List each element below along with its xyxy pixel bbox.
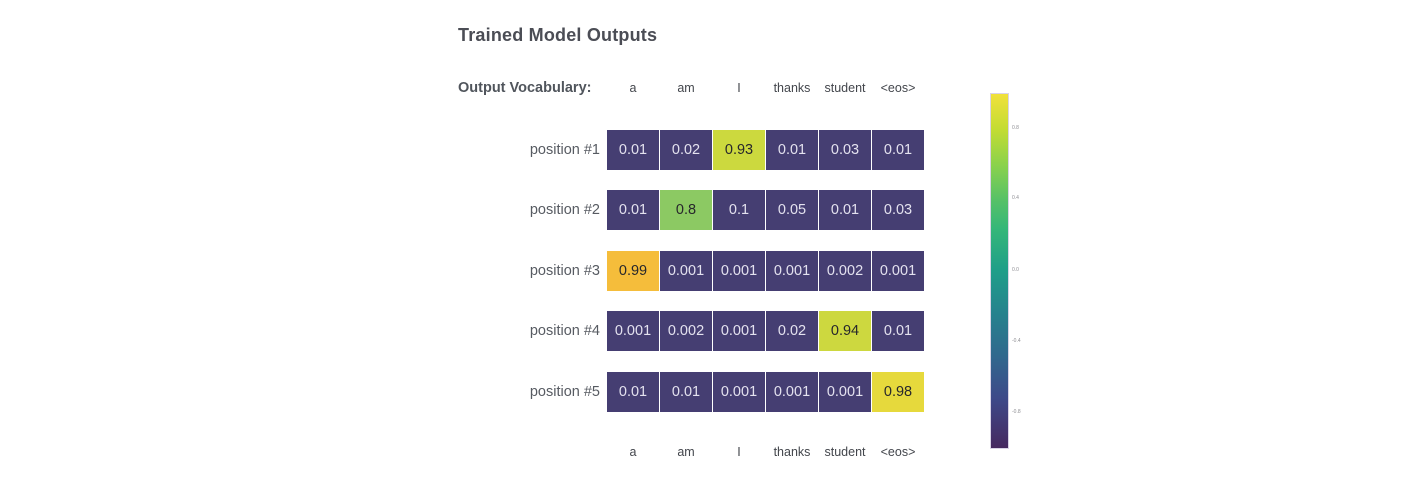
heatmap-row-3: 0.99 0.001 0.001 0.001 0.002 0.001 — [607, 251, 924, 291]
heatmap-cell-highlight: 0.94 — [819, 311, 871, 351]
viridis-colorbar — [990, 93, 1009, 449]
column-header-eos: <eos> — [880, 81, 916, 95]
x-axis-label-a: a — [629, 445, 637, 459]
heatmap-cell: 0.001 — [766, 251, 818, 291]
x-axis-label-i: I — [737, 445, 741, 459]
heatmap-row-4: 0.001 0.002 0.001 0.02 0.94 0.01 — [607, 311, 924, 351]
row-label-position-2: position #2 — [529, 202, 600, 218]
heatmap-cell: 0.001 — [872, 251, 924, 291]
output-vocabulary-label: Output Vocabulary: — [458, 80, 592, 96]
heatmap-cell: 0.001 — [713, 311, 765, 351]
x-axis-label-eos: <eos> — [880, 445, 916, 459]
heatmap-cell: 0.001 — [660, 251, 712, 291]
x-axis-label-student: student — [824, 445, 866, 459]
x-axis-label-thanks: thanks — [773, 445, 811, 459]
heatmap-cell: 0.01 — [660, 372, 712, 412]
column-header-student: student — [824, 81, 866, 95]
heatmap-row-2: 0.01 0.8 0.1 0.05 0.01 0.03 — [607, 190, 924, 230]
page-title: Trained Model Outputs — [458, 25, 658, 45]
x-axis-label-am: am — [677, 445, 695, 459]
heatmap-cell: 0.03 — [819, 130, 871, 170]
row-label-position-5: position #5 — [529, 384, 600, 400]
colorbar-tick: 0.0 — [1012, 267, 1019, 273]
heatmap-row-5: 0.01 0.01 0.001 0.001 0.001 0.98 — [607, 372, 924, 412]
heatmap-cell: 0.01 — [607, 130, 659, 170]
heatmap-cell: 0.001 — [819, 372, 871, 412]
colorbar-tick: 0.8 — [1012, 125, 1019, 131]
heatmap-cell: 0.01 — [872, 311, 924, 351]
column-header-i: I — [737, 81, 741, 95]
row-label-position-4: position #4 — [529, 323, 600, 339]
heatmap-cell-highlight: 0.99 — [607, 251, 659, 291]
heatmap-cell: 0.01 — [766, 130, 818, 170]
heatmap-cell: 0.002 — [660, 311, 712, 351]
column-header-a: a — [629, 81, 637, 95]
colorbar-tick: -0.4 — [1012, 338, 1021, 344]
row-label-position-3: position #3 — [529, 263, 600, 279]
column-header-thanks: thanks — [773, 81, 811, 95]
heatmap-cell: 0.01 — [819, 190, 871, 230]
heatmap-cell: 0.03 — [872, 190, 924, 230]
heatmap-cell: 0.001 — [607, 311, 659, 351]
heatmap-cell: 0.01 — [872, 130, 924, 170]
heatmap-cell: 0.01 — [607, 190, 659, 230]
colorbar-tick: 0.4 — [1012, 195, 1019, 201]
heatmap-cell: 0.001 — [713, 251, 765, 291]
heatmap-cell: 0.1 — [713, 190, 765, 230]
heatmap-cell-highlight: 0.98 — [872, 372, 924, 412]
heatmap-cell-highlight: 0.93 — [713, 130, 765, 170]
colorbar-tick: -0.8 — [1012, 409, 1021, 415]
column-header-am: am — [677, 81, 695, 95]
heatmap-cell: 0.001 — [713, 372, 765, 412]
heatmap-cell: 0.02 — [660, 130, 712, 170]
heatmap-cell: 0.01 — [607, 372, 659, 412]
heatmap-cell: 0.002 — [819, 251, 871, 291]
heatmap-cell: 0.02 — [766, 311, 818, 351]
heatmap-cell-highlight: 0.8 — [660, 190, 712, 230]
heatmap-row-1: 0.01 0.02 0.93 0.01 0.03 0.01 — [607, 130, 924, 170]
row-label-position-1: position #1 — [529, 142, 600, 158]
heatmap-cell: 0.001 — [766, 372, 818, 412]
heatmap-cell: 0.05 — [766, 190, 818, 230]
